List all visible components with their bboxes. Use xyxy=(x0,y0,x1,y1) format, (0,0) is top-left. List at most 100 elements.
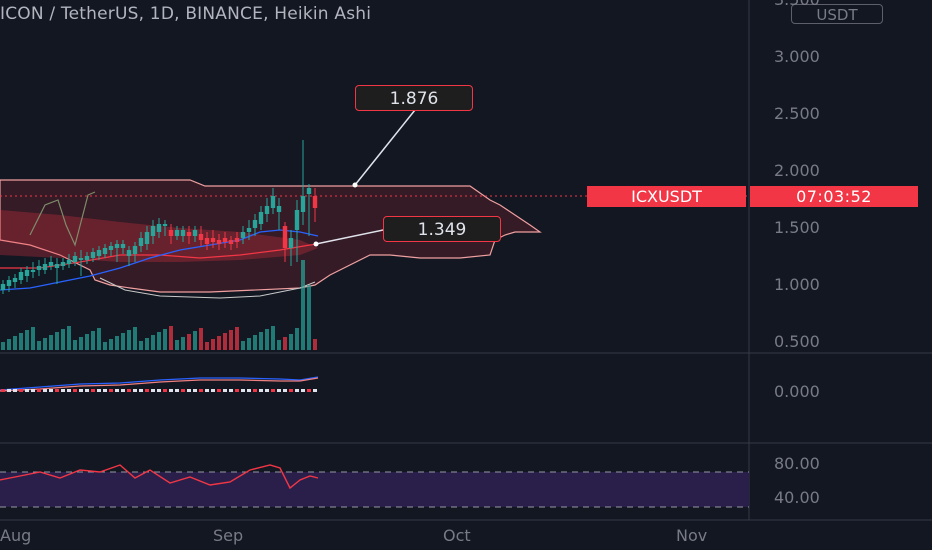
histogram-bar xyxy=(205,389,209,392)
lagging-span xyxy=(29,191,96,247)
volume-bar xyxy=(55,332,59,350)
candle-body xyxy=(102,248,108,254)
volume-bar xyxy=(103,342,107,350)
histogram-bar xyxy=(163,389,167,392)
volume-bar xyxy=(115,336,119,350)
histogram-bar xyxy=(49,389,53,392)
candle-body xyxy=(192,230,198,236)
macd-line xyxy=(0,376,319,391)
volume-bar xyxy=(133,327,137,350)
volume-bar xyxy=(211,339,215,350)
volume-bar xyxy=(109,339,113,350)
volume-bar xyxy=(307,285,311,350)
volume-bar xyxy=(289,334,293,350)
volume-bars xyxy=(1,260,317,350)
candle-body xyxy=(6,280,12,286)
candle-body xyxy=(138,238,144,246)
histogram-bar xyxy=(127,389,131,392)
histogram-bar xyxy=(19,389,23,392)
high-callout-dot xyxy=(352,182,358,188)
low-callout-connector xyxy=(315,229,384,245)
candle-body xyxy=(240,232,246,238)
conversion-line xyxy=(0,229,319,291)
base-line xyxy=(0,243,319,269)
volume-bar xyxy=(301,260,305,350)
histogram-bar xyxy=(271,389,275,392)
histogram-bar xyxy=(145,389,149,392)
histogram-bar xyxy=(55,389,59,392)
volume-bar xyxy=(19,333,23,350)
candle-body xyxy=(168,230,174,236)
currency-badge[interactable]: USDT xyxy=(791,4,883,24)
volume-bar xyxy=(67,326,71,350)
candle-body xyxy=(204,238,210,244)
candle-body xyxy=(84,256,90,260)
candle-body xyxy=(216,240,222,244)
histogram-bar xyxy=(241,389,245,392)
histogram-bar xyxy=(109,389,113,392)
volume-bar xyxy=(43,338,47,350)
candle-body xyxy=(186,232,192,236)
volume-bar xyxy=(7,339,11,350)
volume-bar xyxy=(187,334,191,350)
candle-body xyxy=(162,224,168,226)
indicator-tick: 0.000 xyxy=(774,382,820,401)
volume-bar xyxy=(61,329,65,350)
candle-body xyxy=(72,256,78,262)
histogram-bar xyxy=(1,389,5,392)
histogram-bar xyxy=(133,389,137,392)
time-tick: Oct xyxy=(443,526,471,545)
candle-body xyxy=(294,210,300,230)
candle-body xyxy=(126,250,132,256)
volume-bar xyxy=(265,329,269,350)
rsi-tick: 80.00 xyxy=(774,454,820,473)
candle-body xyxy=(234,238,240,242)
candle-body xyxy=(18,272,24,280)
volume-bar xyxy=(1,342,5,350)
candle-body xyxy=(156,224,162,232)
volume-bar xyxy=(217,336,221,350)
histogram-bar xyxy=(247,389,251,392)
candle-body xyxy=(246,228,252,232)
histogram-bar xyxy=(31,389,35,392)
volume-bar xyxy=(73,340,77,350)
volume-bar xyxy=(205,342,209,350)
histogram-bar xyxy=(157,389,161,392)
candle-body xyxy=(36,266,42,270)
candle-body xyxy=(12,278,18,282)
volume-bar xyxy=(121,333,125,350)
low-price-callout[interactable]: 1.349 xyxy=(383,216,501,242)
candle-body xyxy=(30,270,36,272)
time-tick: Nov xyxy=(676,526,708,545)
histogram-bar xyxy=(289,389,293,392)
volume-bar xyxy=(97,328,101,350)
high-price-callout[interactable]: 1.876 xyxy=(355,85,473,111)
low-callout-dot xyxy=(313,241,319,247)
chart-title: ICON / TetherUS, 1D, BINANCE, Heikin Ash… xyxy=(0,4,372,24)
volume-bar xyxy=(283,337,287,350)
candle-body xyxy=(270,196,276,208)
histogram-bar xyxy=(139,389,143,392)
histogram-bar xyxy=(73,389,77,392)
volume-bar xyxy=(13,336,17,350)
volume-bar xyxy=(139,341,143,350)
histogram-bar xyxy=(103,389,107,392)
candle-body xyxy=(96,250,102,256)
histogram-bar xyxy=(61,389,65,392)
volume-bar xyxy=(37,341,41,350)
high-callout-connector xyxy=(354,109,416,186)
volume-bar xyxy=(193,331,197,350)
time-tick: Sep xyxy=(213,526,244,545)
histogram-bar xyxy=(265,389,269,392)
volume-bar xyxy=(169,326,173,350)
candle-body xyxy=(42,264,48,270)
histogram-bar xyxy=(181,389,185,392)
volume-bar xyxy=(241,341,245,350)
volume-bar xyxy=(259,332,263,350)
symbol-price-tag: ICXUSDT xyxy=(587,186,746,207)
volume-bar xyxy=(79,337,83,350)
candle-body xyxy=(300,196,306,212)
price-tick: 1.000 xyxy=(774,275,820,294)
volume-bar xyxy=(313,339,317,350)
